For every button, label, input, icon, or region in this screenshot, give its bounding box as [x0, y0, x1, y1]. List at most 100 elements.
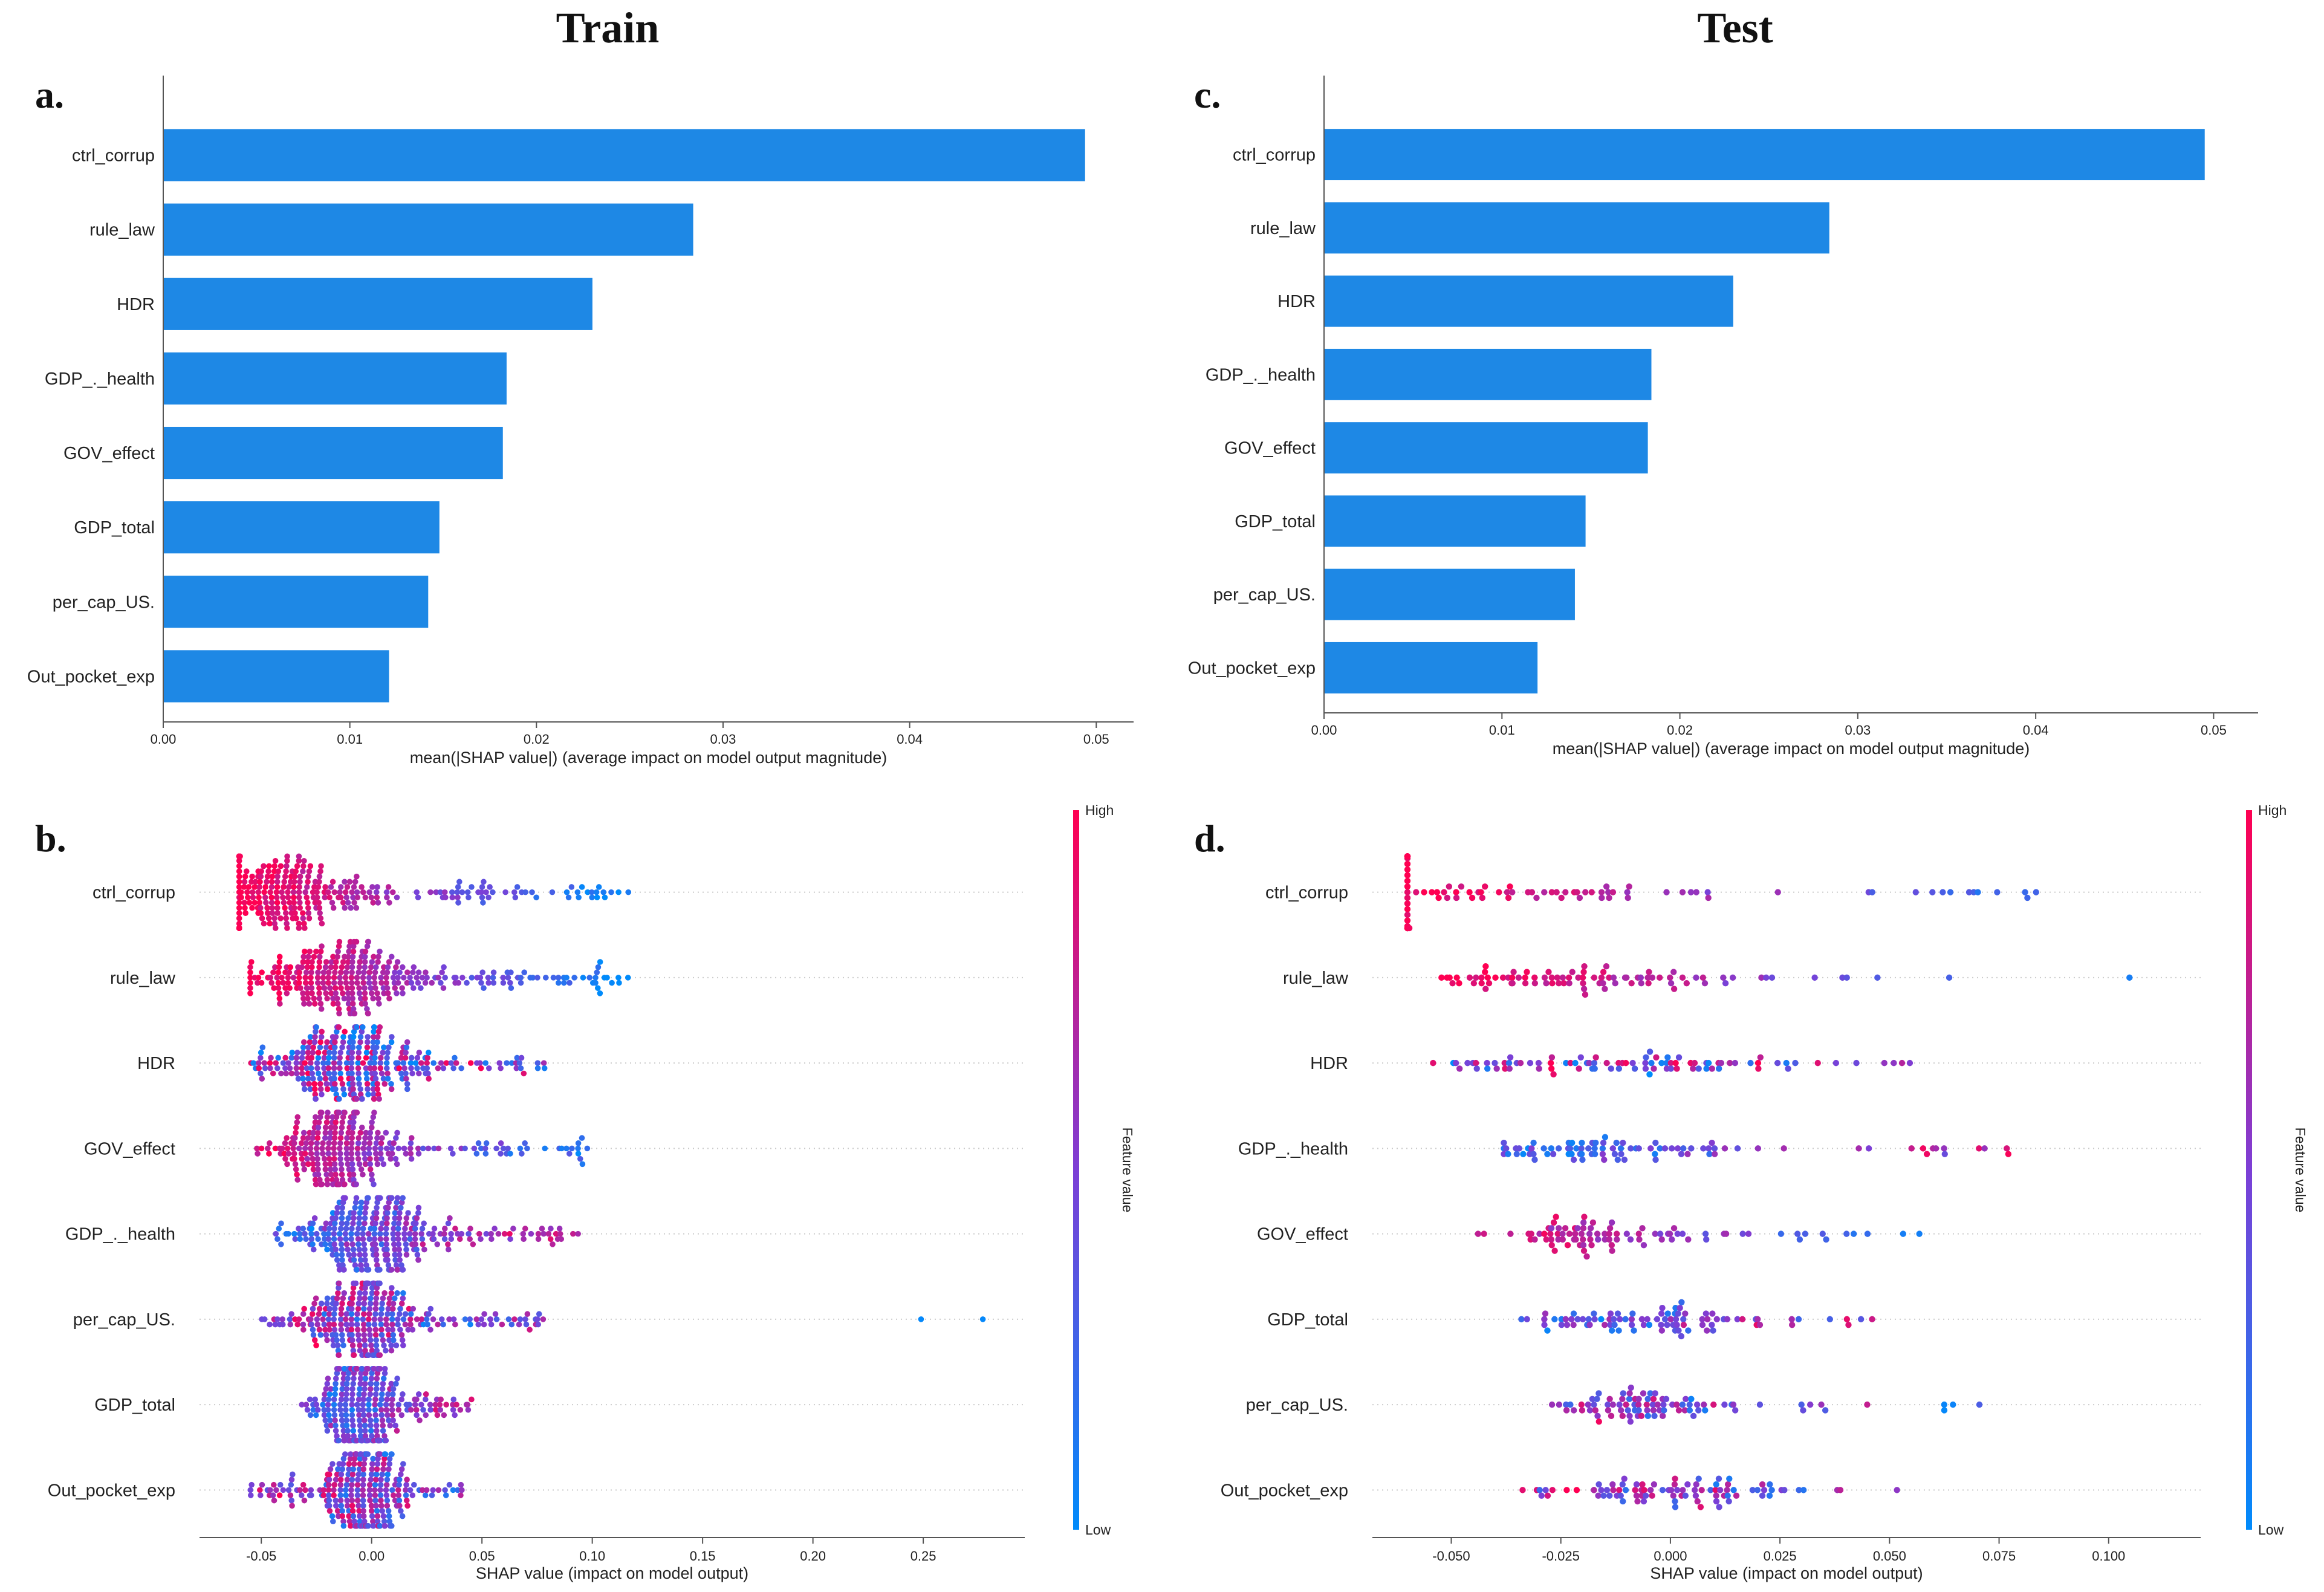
shap-point-Out_pocket_exp	[287, 1492, 294, 1498]
shap-point-per_cap_US.	[1635, 1401, 1642, 1408]
feature-label-rule_law: rule_law	[110, 969, 176, 988]
shap-point-GDP_._health	[373, 1252, 380, 1258]
shap-point-per_cap_US.	[368, 1295, 374, 1302]
shap-point-rule_law	[1438, 974, 1445, 981]
shap-point-Out_pocket_exp	[1616, 1487, 1623, 1493]
shap-point-rule_law	[354, 975, 360, 981]
shap-point-GDP_total	[1617, 1316, 1623, 1323]
shap-point-ctrl_corrup	[264, 879, 270, 885]
bar-label-ctrl_corrup: ctrl_corrup	[72, 146, 155, 166]
shap-point-GOV_effect	[1777, 1230, 1785, 1237]
shap-point-GOV_effect	[325, 1151, 332, 1157]
shap-point-GDP_._health	[362, 1210, 368, 1216]
shap-point-GDP_._health	[1657, 1145, 1663, 1152]
shap-point-ctrl_corrup	[354, 873, 360, 880]
shap-point-GDP_total	[380, 1376, 387, 1382]
shap-point-GDP_._health	[553, 1230, 559, 1237]
shap-point-HDR	[259, 1044, 266, 1051]
shap-point-rule_law	[439, 969, 445, 976]
shap-point-per_cap_US.	[517, 1316, 524, 1322]
shap-point-ctrl_corrup	[455, 900, 461, 906]
shap-point-GOV_effect	[322, 1129, 329, 1136]
shap-point-GOV_effect	[317, 1177, 323, 1183]
shap-point-per_cap_US.	[540, 1316, 547, 1322]
shap-point-per_cap_US.	[1822, 1407, 1829, 1414]
shap-point-GOV_effect	[388, 1155, 394, 1162]
shap-point-Out_pocket_exp	[320, 1492, 327, 1498]
shap-point-ctrl_corrup	[244, 889, 250, 895]
shap-point-GDP_total	[373, 1422, 380, 1429]
shap-point-GDP_._health	[366, 1236, 372, 1243]
shap-point-HDR	[326, 1054, 332, 1061]
shap-point-rule_law	[418, 985, 424, 991]
shap-point-GOV_effect	[1635, 1230, 1642, 1237]
shap-point-Out_pocket_exp	[361, 1461, 368, 1467]
shap-point-rule_law	[1485, 980, 1493, 987]
shap-point-GOV_effect	[1823, 1236, 1829, 1243]
shap-point-HDR	[384, 1054, 390, 1061]
shap-point-per_cap_US.	[427, 1327, 433, 1333]
shap-point-GDP_._health	[1585, 1145, 1592, 1152]
shap-point-rule_law	[383, 975, 389, 981]
shap-point-per_cap_US.	[1669, 1401, 1676, 1408]
shap-point-GDP_total	[377, 1366, 383, 1372]
shap-point-Out_pocket_exp	[389, 1451, 395, 1457]
shap-point-ctrl_corrup	[514, 884, 521, 890]
shap-point-Out_pocket_exp	[355, 1471, 362, 1478]
shap-point-GDP_._health	[395, 1220, 402, 1227]
shap-point-HDR	[350, 1086, 356, 1093]
shap-point-per_cap_US.	[1635, 1395, 1642, 1402]
shap-point-Out_pocket_exp	[339, 1513, 346, 1519]
shap-point-rule_law	[335, 948, 341, 955]
shap-point-ctrl_corrup	[284, 857, 290, 864]
shap-point-Out_pocket_exp	[247, 1492, 254, 1498]
shap-point-per_cap_US.	[1818, 1401, 1825, 1408]
shap-point-ctrl_corrup	[344, 884, 351, 890]
shap-point-HDR	[458, 1065, 464, 1071]
shap-point-rule_law	[381, 964, 387, 970]
shap-point-GOV_effect	[355, 1140, 362, 1146]
shap-point-GOV_effect	[324, 1177, 331, 1183]
shap-point-GDP_total	[393, 1380, 399, 1387]
shap-point-GOV_effect	[333, 1171, 339, 1178]
shap-point-GDP_total	[1622, 1316, 1629, 1323]
shap-point-rule_law	[303, 985, 310, 991]
shap-point-GDP_._health	[1700, 1145, 1707, 1152]
shap-point-GOV_effect	[354, 1110, 360, 1116]
shap-point-rule_law	[290, 975, 297, 981]
shap-point-rule_law	[1543, 980, 1550, 987]
shap-point-GDP_._health	[1611, 1151, 1618, 1157]
shap-point-GDP_total	[328, 1422, 334, 1429]
shap-point-HDR	[323, 1080, 329, 1087]
shap-point-Out_pocket_exp	[289, 1503, 295, 1509]
shap-point-rule_law	[415, 969, 422, 976]
shap-point-Out_pocket_exp	[1800, 1487, 1807, 1493]
shap-point-GDP_total	[417, 1417, 423, 1423]
shap-point-ctrl_corrup	[238, 889, 244, 895]
shap-point-GDP_._health	[354, 1230, 360, 1237]
shap-point-per_cap_US.	[450, 1316, 457, 1322]
shap-point-GDP_._health	[334, 1257, 340, 1263]
shap-point-Out_pocket_exp	[390, 1492, 397, 1498]
shap-point-rule_law	[566, 980, 573, 986]
shap-point-HDR	[324, 1039, 330, 1045]
shap-point-GOV_effect	[355, 1135, 362, 1141]
shap-point-GDP_total	[380, 1380, 386, 1387]
shap-point-HDR	[513, 1065, 520, 1071]
shap-point-ctrl_corrup	[300, 915, 307, 921]
shap-point-per_cap_US.	[420, 1321, 427, 1328]
shap-point-HDR	[1615, 1065, 1623, 1072]
shap-point-GDP_._health	[1599, 1145, 1606, 1152]
shap-point-HDR	[280, 1060, 287, 1066]
shap-point-ctrl_corrup	[293, 868, 299, 874]
shap-point-GDP_total	[365, 1366, 371, 1372]
shap-point-GOV_effect	[337, 1140, 343, 1146]
shap-point-Out_pocket_exp	[333, 1477, 339, 1483]
shap-point-GDP_._health	[1570, 1156, 1577, 1163]
shap-point-GOV_effect	[367, 1129, 374, 1136]
shap-point-GDP_._health	[374, 1204, 380, 1211]
shap-point-Out_pocket_exp	[1591, 1487, 1597, 1493]
shap-point-GOV_effect	[1566, 1230, 1573, 1237]
shap-point-ctrl_corrup	[1404, 872, 1411, 879]
shap-point-ctrl_corrup	[236, 925, 242, 931]
